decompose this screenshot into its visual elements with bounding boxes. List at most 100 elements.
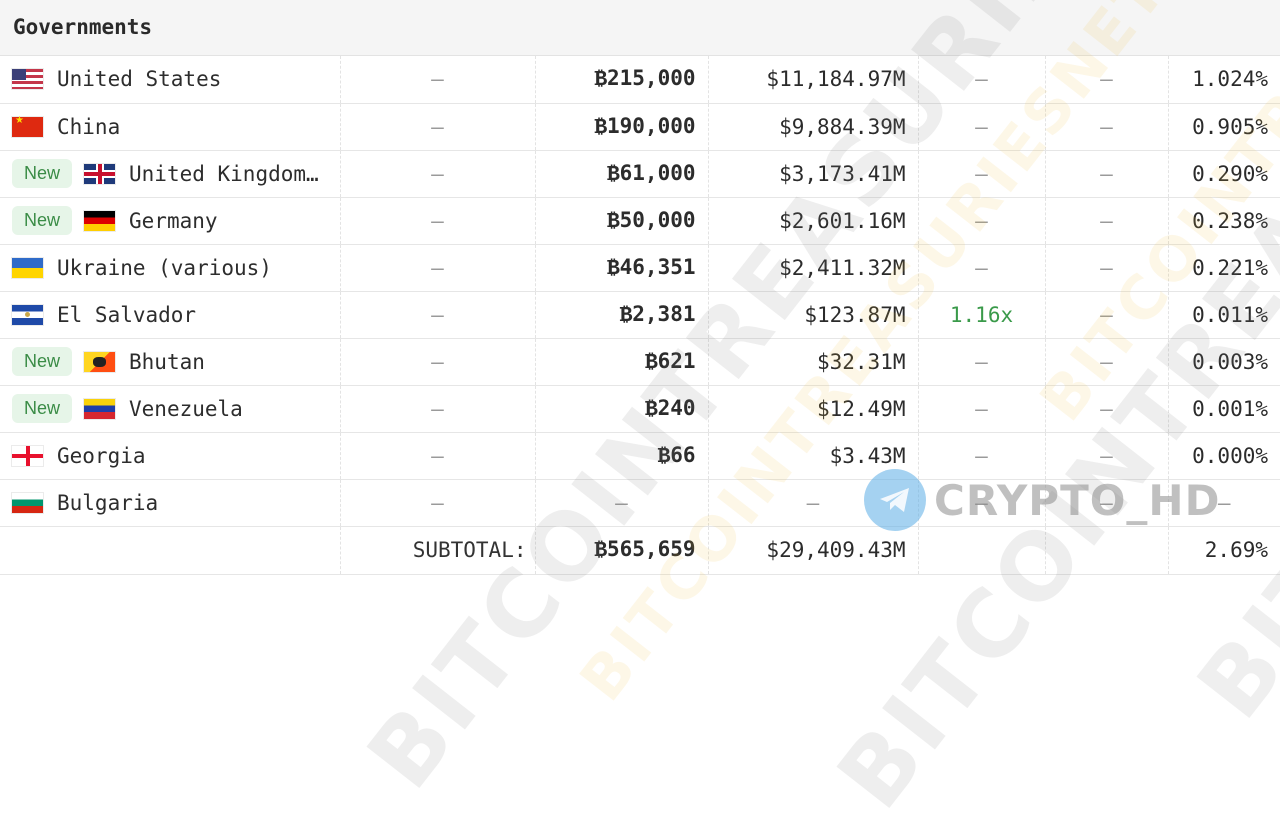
empty-value: — bbox=[1045, 150, 1169, 198]
entity-cell[interactable]: New Germany bbox=[0, 197, 341, 245]
table-row[interactable]: Ukraine (various) — ₿46,351 $2,411.32M —… bbox=[0, 244, 1280, 292]
entity-cell[interactable]: New United Kingdom… bbox=[0, 150, 341, 198]
mnav-value: — bbox=[918, 244, 1046, 292]
mnav-value: — bbox=[918, 338, 1046, 386]
country-name[interactable]: Ukraine (various) bbox=[57, 255, 272, 280]
entity-cell[interactable]: China bbox=[0, 103, 341, 151]
table-row[interactable]: Bulgaria — — — — — — bbox=[0, 479, 1280, 527]
usd-value: $2,411.32M bbox=[708, 244, 919, 292]
table-row[interactable]: United States — ₿215,000 $11,184.97M — —… bbox=[0, 56, 1280, 104]
mnav-value: 1.16x bbox=[918, 291, 1046, 339]
mnav-value: — bbox=[918, 479, 1046, 527]
mnav-value: — bbox=[918, 103, 1046, 151]
subtotal-empty-cell bbox=[1045, 526, 1169, 575]
empty-value: — bbox=[340, 56, 536, 104]
subtotal-empty-cell bbox=[0, 526, 341, 575]
empty-value: — bbox=[340, 479, 536, 527]
mnav-value: — bbox=[918, 197, 1046, 245]
btc-holdings: — bbox=[535, 479, 709, 527]
btc-holdings: ₿2,381 bbox=[535, 291, 709, 339]
usd-value: $11,184.97M bbox=[708, 56, 919, 104]
usd-value: $9,884.39M bbox=[708, 103, 919, 151]
governments-section-header: Governments bbox=[0, 0, 1280, 56]
supply-percent: 0.001% bbox=[1168, 385, 1280, 433]
country-name[interactable]: Georgia bbox=[57, 443, 146, 468]
bt-flag-icon bbox=[84, 351, 116, 372]
usd-value: $32.31M bbox=[708, 338, 919, 386]
supply-percent: 0.905% bbox=[1168, 103, 1280, 151]
table-row[interactable]: El Salvador — ₿2,381 $123.87M 1.16x — 0.… bbox=[0, 291, 1280, 339]
section-title: Governments bbox=[13, 15, 153, 39]
empty-value: — bbox=[1045, 56, 1169, 104]
supply-percent: 0.238% bbox=[1168, 197, 1280, 245]
supply-percent: 0.003% bbox=[1168, 338, 1280, 386]
table-row[interactable]: New Bhutan — ₿621 $32.31M — — 0.003% bbox=[0, 338, 1280, 386]
supply-percent: 0.221% bbox=[1168, 244, 1280, 292]
btc-holdings: ₿190,000 bbox=[535, 103, 709, 151]
empty-value: — bbox=[1045, 432, 1169, 480]
new-badge: New bbox=[12, 159, 73, 188]
ve-flag-icon bbox=[84, 398, 116, 419]
us-flag-icon bbox=[12, 69, 43, 90]
table-row[interactable]: New United Kingdom… — ₿61,000 $3,173.41M… bbox=[0, 150, 1280, 198]
sv-flag-icon bbox=[12, 304, 43, 325]
country-name[interactable]: Bulgaria bbox=[57, 490, 159, 515]
subtotal-row: SUBTOTAL: ₿565,659 $29,409.43M 2.69% bbox=[0, 526, 1280, 575]
table-row[interactable]: Georgia — ₿66 $3.43M — — 0.000% bbox=[0, 432, 1280, 480]
empty-value: — bbox=[340, 385, 536, 433]
empty-value: — bbox=[340, 291, 536, 339]
bg-flag-icon bbox=[12, 492, 43, 513]
usd-value: $3,173.41M bbox=[708, 150, 919, 198]
table-row[interactable]: New Venezuela — ₿240 $12.49M — — 0.001% bbox=[0, 385, 1280, 433]
empty-value: — bbox=[1045, 385, 1169, 433]
usd-value: $2,601.16M bbox=[708, 197, 919, 245]
usd-value: $12.49M bbox=[708, 385, 919, 433]
country-name[interactable]: United States bbox=[57, 67, 222, 92]
supply-percent: 0.011% bbox=[1168, 291, 1280, 339]
new-badge: New bbox=[12, 347, 73, 376]
subtotal-empty-cell bbox=[918, 526, 1046, 575]
mnav-value: — bbox=[918, 432, 1046, 480]
ge-flag-icon bbox=[12, 445, 43, 466]
empty-value: — bbox=[1045, 244, 1169, 292]
entity-cell[interactable]: El Salvador bbox=[0, 291, 341, 339]
btc-holdings: ₿50,000 bbox=[535, 197, 709, 245]
empty-value: — bbox=[340, 197, 536, 245]
btc-holdings: ₿215,000 bbox=[535, 56, 709, 104]
entity-cell[interactable]: New Venezuela bbox=[0, 385, 341, 433]
btc-holdings: ₿240 bbox=[535, 385, 709, 433]
entity-cell[interactable]: Georgia bbox=[0, 432, 341, 480]
subtotal-label: SUBTOTAL: bbox=[340, 526, 536, 575]
empty-value: — bbox=[1045, 338, 1169, 386]
country-name[interactable]: Bhutan bbox=[129, 349, 205, 374]
entity-cell[interactable]: Bulgaria bbox=[0, 479, 341, 527]
country-name[interactable]: China bbox=[57, 114, 121, 139]
holdings-table: United States — ₿215,000 $11,184.97M — —… bbox=[0, 56, 1280, 575]
mnav-value: — bbox=[918, 385, 1046, 433]
new-badge: New bbox=[12, 394, 73, 423]
country-name[interactable]: Venezuela bbox=[129, 396, 243, 421]
usd-value: $123.87M bbox=[708, 291, 919, 339]
btc-holdings: ₿621 bbox=[535, 338, 709, 386]
de-flag-icon bbox=[84, 210, 116, 231]
empty-value: — bbox=[340, 338, 536, 386]
new-badge: New bbox=[12, 206, 73, 235]
entity-cell[interactable]: Ukraine (various) bbox=[0, 244, 341, 292]
empty-value: — bbox=[1045, 103, 1169, 151]
empty-value: — bbox=[340, 244, 536, 292]
empty-value: — bbox=[1045, 197, 1169, 245]
gb-flag-icon bbox=[84, 163, 116, 184]
supply-percent: 1.024% bbox=[1168, 56, 1280, 104]
cn-flag-icon bbox=[12, 115, 43, 137]
country-name[interactable]: United Kingdom… bbox=[129, 161, 319, 186]
empty-value: — bbox=[340, 103, 536, 151]
table-row[interactable]: New Germany — ₿50,000 $2,601.16M — — 0.2… bbox=[0, 197, 1280, 245]
subtotal-pct: 2.69% bbox=[1168, 526, 1280, 575]
country-name[interactable]: El Salvador bbox=[57, 302, 197, 327]
empty-value: — bbox=[1045, 479, 1169, 527]
table-row[interactable]: China — ₿190,000 $9,884.39M — — 0.905% bbox=[0, 103, 1280, 151]
country-name[interactable]: Germany bbox=[129, 208, 218, 233]
entity-cell[interactable]: New Bhutan bbox=[0, 338, 341, 386]
btc-holdings: ₿66 bbox=[535, 432, 709, 480]
entity-cell[interactable]: United States bbox=[0, 56, 341, 104]
